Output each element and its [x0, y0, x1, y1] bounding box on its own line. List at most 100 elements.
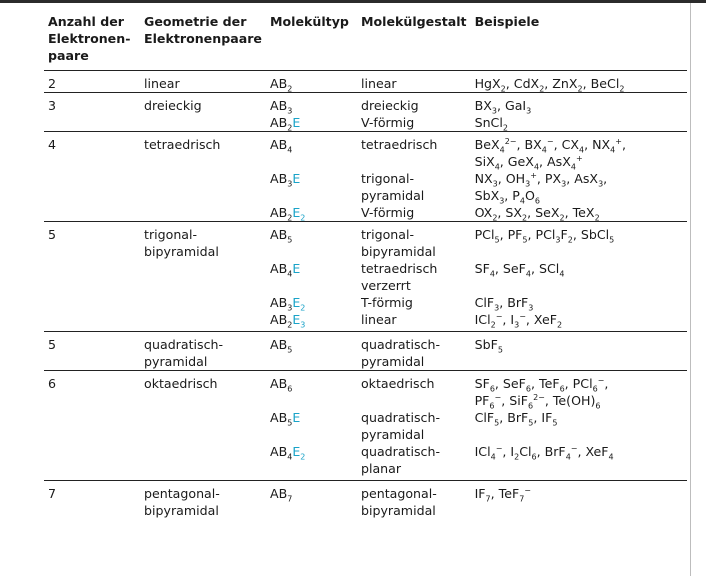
header-text: Elektronenpaare — [144, 31, 262, 46]
shape-cell: V-förmig — [360, 115, 415, 130]
examples-cell: HgX2, CdX2, ZnX2, BeCl2 — [470, 70, 687, 93]
table-row: AB2E2 V-förmig OX2, SX2, SeX2, TeX2 — [44, 204, 687, 222]
pairs-cell: 7 — [44, 480, 140, 519]
shape-cell: quadratisch-pyramidal — [356, 331, 471, 371]
header-electron-pairs: Anzahl der Elektronen- paare — [44, 10, 140, 71]
type-cell: AB6 — [265, 370, 357, 409]
shape-line: trigonal- — [360, 227, 415, 242]
type-cell: AB5E — [269, 410, 301, 428]
examples-cell: OX2, SX2, SeX2, TeX2 — [474, 205, 600, 223]
type-cell: AB2 — [265, 70, 357, 93]
table-row: AB5E quadratisch-pyramidal ClF5, BrF5, I… — [44, 409, 687, 443]
geometry-line: trigonal- — [144, 227, 198, 242]
shape-cell: trigonal-pyramidal — [357, 170, 471, 204]
examples-cell: PCl5, PF5, PCl3F2, SbCl5 — [470, 221, 687, 260]
examples-cell: SnCl2 — [474, 115, 508, 133]
geometry-line: pentagonal- — [144, 486, 220, 501]
examples-cell: SF6, SeF6, TeF6, PCl6−, PF6−, SiF62−, Te(… — [470, 370, 687, 410]
type-cell: AB4 — [265, 131, 357, 170]
shape-cell: linear — [356, 311, 471, 332]
table-row: 5 trigonal-bipyramidal AB5 trigonal-bipy… — [44, 221, 687, 260]
shape-cell: linear — [356, 70, 471, 93]
examples-cell: BX3, GaI3 — [470, 92, 687, 115]
shape-cell: quadratisch-planar — [356, 443, 471, 481]
header-text: Geometrie der — [144, 14, 247, 29]
header-text: Anzahl der — [48, 14, 124, 29]
table-row: 4 tetraedrisch AB4 tetraedrisch BeX42−, … — [44, 131, 687, 171]
header-geometry: Geometrie der Elektronenpaare — [140, 10, 266, 71]
shape-line: bipyramidal — [360, 503, 436, 518]
geometry-cell: dreieckig — [140, 92, 266, 114]
shape-line: trigonal- — [360, 171, 415, 186]
type-cell: AB2E3 — [265, 311, 357, 332]
examples-cell: ICl4−, I2Cl6, BrF4−, XeF4 — [470, 443, 687, 481]
type-cell: AB3E — [269, 171, 301, 189]
table-row: AB4E tetraedrisch verzerrt SF4, SeF4, SCl… — [44, 260, 687, 294]
type-cell: AB5 — [265, 331, 357, 371]
header-examples: Beispiele — [470, 10, 687, 71]
shape-line: planar — [360, 461, 402, 476]
table-row: 7 pentagonal-bipyramidal AB7 pentagonal-… — [44, 480, 687, 519]
shape-line: quadratisch- — [360, 410, 440, 425]
geometry-cell: tetraedrisch — [140, 131, 266, 170]
pairs-cell: 5 — [44, 331, 140, 371]
geometry-cell: trigonal-bipyramidal — [140, 221, 266, 260]
geometry-cell: oktaedrisch — [140, 370, 266, 409]
geometry-line: quadratisch- — [144, 337, 224, 352]
pairs-cell: 4 — [44, 131, 140, 170]
geometry-cell: pentagonal-bipyramidal — [140, 480, 266, 519]
shape-line: verzerrt — [360, 278, 411, 293]
shape-cell: dreieckig — [356, 92, 471, 114]
table-row: AB2E V-förmig SnCl2 — [44, 114, 687, 132]
shape-line: pyramidal — [360, 354, 425, 369]
type-cell: AB4E2 — [265, 443, 357, 481]
shape-cell: tetraedrisch verzerrt — [357, 260, 471, 294]
type-cell: AB7 — [265, 480, 357, 519]
shape-line: pentagonal- — [360, 486, 437, 501]
top-strip — [0, 0, 706, 3]
type-cell: AB2E — [269, 115, 301, 133]
type-cell: AB3E2 — [269, 295, 306, 313]
pairs-cell: 5 — [44, 221, 140, 260]
header-text: Elektronen- — [48, 31, 131, 46]
type-cell: AB3 — [265, 92, 357, 115]
table-row: 5 quadratisch-pyramidal AB5 quadratisch-… — [44, 331, 687, 371]
header-molecule-shape: Molekülgestalt — [356, 10, 471, 71]
header-text: paare — [48, 48, 89, 63]
table-row: AB4E2 quadratisch-planar ICl4−, I2Cl6, B… — [44, 443, 687, 481]
shape-cell: trigonal-bipyramidal — [356, 221, 471, 260]
geometry-cell: linear — [140, 70, 266, 93]
shape-cell: V-förmig — [360, 205, 415, 220]
table-row: 2 linear AB2 linear HgX2, CdX2, ZnX2, Be… — [44, 70, 687, 93]
type-cell: AB2E2 — [269, 205, 306, 223]
shape-line: quadratisch- — [360, 337, 440, 352]
shape-line: tetraedrisch — [360, 261, 438, 276]
vsepr-table: Anzahl der Elektronen- paare Geometrie d… — [44, 10, 687, 519]
table-row: 6 oktaedrisch AB6 oktaedrisch SF6, SeF6,… — [44, 370, 687, 410]
table-row: AB2E3 linear ICl2−, I3−, XeF2 — [44, 311, 687, 332]
examples-cell: NX3, OH3+, PX3, AsX3, SbX3, P4O6 — [474, 170, 608, 206]
shape-cell: quadratisch-pyramidal — [357, 409, 471, 443]
pairs-cell: 2 — [44, 70, 140, 93]
shape-cell: tetraedrisch — [356, 131, 471, 170]
header-molecule-type: Molekültyp — [265, 10, 357, 71]
table-row: AB3E trigonal-pyramidal NX3, OH3+, PX3, … — [44, 170, 687, 206]
examples-cell: IF7, TeF7− — [470, 480, 687, 519]
type-cell: AB4E — [269, 261, 301, 279]
shape-line: quadratisch- — [360, 444, 440, 459]
pairs-cell: 6 — [44, 370, 140, 409]
table-row: 3 dreieckig AB3 dreieckig BX3, GaI3 — [44, 92, 687, 115]
shape-line: pyramidal — [360, 188, 425, 203]
table-row: AB3E2 T-förmig ClF3, BrF3 — [44, 294, 687, 313]
examples-cell: SbF5 — [470, 331, 687, 371]
examples-cell: ICl2−, I3−, XeF2 — [470, 311, 687, 332]
header-row: Anzahl der Elektronen- paare Geometrie d… — [44, 10, 687, 71]
examples-cell: ClF5, BrF5, IF5 — [474, 410, 558, 428]
geometry-cell: quadratisch-pyramidal — [140, 331, 266, 371]
page-edge-line — [690, 3, 691, 576]
shape-line: bipyramidal — [360, 244, 436, 259]
pairs-cell: 3 — [44, 92, 140, 114]
shape-cell: pentagonal-bipyramidal — [356, 480, 471, 519]
geometry-line: bipyramidal — [144, 244, 219, 259]
shape-line: pyramidal — [360, 427, 425, 442]
